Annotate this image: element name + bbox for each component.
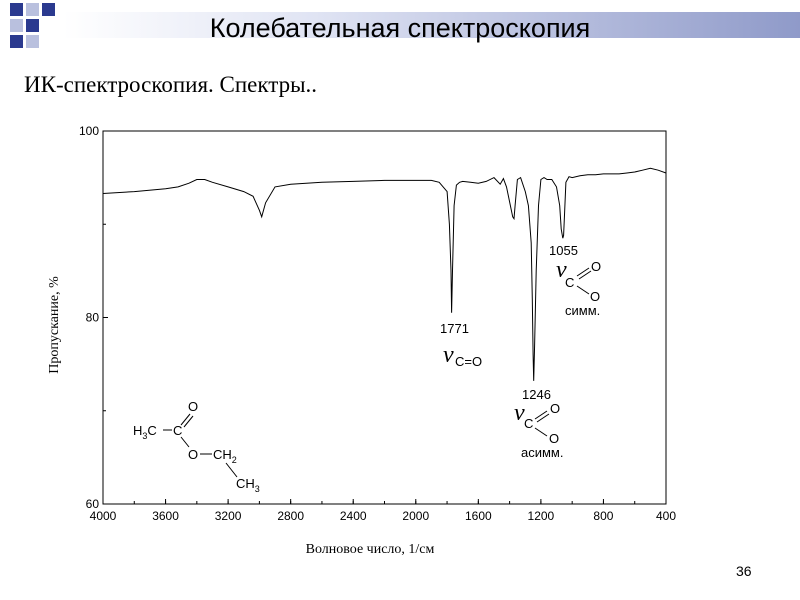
bond-line-asym-2 xyxy=(536,413,550,423)
spectrum-line xyxy=(102,167,667,381)
double-bond-1 xyxy=(180,413,191,426)
carbonyl-carbon: C xyxy=(173,423,182,438)
header-square-6 xyxy=(10,35,23,48)
nu-symbol-1246: ν xyxy=(514,400,525,426)
h3c-h: H xyxy=(133,423,142,438)
co-bond-label: C=O xyxy=(455,354,482,369)
h3c-c: C xyxy=(147,423,156,438)
y-tick-label: 60 xyxy=(86,497,100,511)
x-axis-label: Волновое число, 1/см xyxy=(306,542,435,557)
x-tick-label: 2400 xyxy=(340,509,367,523)
y-tick-label: 80 xyxy=(86,311,100,325)
c-label-sym: C xyxy=(565,275,574,290)
x-tick-label: 1600 xyxy=(465,509,492,523)
x-tick-label: 400 xyxy=(656,509,676,523)
ch2-text: CH xyxy=(213,447,232,462)
header-square-4 xyxy=(10,19,23,32)
x-tick-label: 2000 xyxy=(402,509,429,523)
molecule-structure: H3C C O O CH2 CH3 xyxy=(133,399,260,494)
peak-label-1771: 1771 xyxy=(440,321,469,336)
slide-title: Колебательная спектроскопия xyxy=(209,13,591,43)
h3c-group: H3C xyxy=(133,423,157,441)
peak-label-1055: 1055 xyxy=(549,243,578,258)
x-tick-label: 1200 xyxy=(528,509,555,523)
x-tick-label: 3600 xyxy=(152,509,179,523)
header-square-7 xyxy=(26,35,39,48)
header-square-2 xyxy=(26,3,39,16)
bond-line-sym-1 xyxy=(576,267,590,277)
bond-line-asym-3 xyxy=(534,427,548,437)
x-axis-ticks: 4000 3600 3200 2800 2400 2000 1600 1200 800 400 xyxy=(90,499,676,523)
o-label-sym-bottom: O xyxy=(590,289,600,304)
bond-ch2-ch3 xyxy=(225,462,238,478)
o-label-sym-top: O xyxy=(591,259,601,274)
y-tick-label: 100 xyxy=(79,124,99,138)
ch2-sub: 2 xyxy=(232,455,237,465)
bond-line-asym-1 xyxy=(534,410,548,420)
ch2-group: CH2 xyxy=(213,447,237,465)
o-label-asym-top: O xyxy=(550,401,560,416)
x-tick-label: 3200 xyxy=(215,509,242,523)
header-square-1 xyxy=(10,3,23,16)
nu-symbol-1771: ν xyxy=(443,342,454,368)
slide-subtitle: ИК-спектроскопия. Спектры.. xyxy=(24,72,318,97)
y-axis-ticks: 100 80 60 xyxy=(79,124,108,511)
ch3-group: CH3 xyxy=(236,476,260,494)
double-bond-2 xyxy=(183,415,194,428)
sym-label: симм. xyxy=(565,303,600,318)
asym-label: асимм. xyxy=(521,445,563,460)
header-gradient-band xyxy=(63,12,800,38)
page-number: 36 xyxy=(736,563,752,579)
o-label-asym-bottom: O xyxy=(549,431,559,446)
y-axis-label: Пропускание, % xyxy=(47,276,62,374)
nu-symbol-1055: ν xyxy=(556,257,567,283)
peak-label-1246: 1246 xyxy=(522,387,551,402)
x-tick-label: 2800 xyxy=(277,509,304,523)
ch3-sub: 3 xyxy=(255,484,260,494)
header-square-3 xyxy=(42,3,55,16)
bond-c-o xyxy=(180,436,190,448)
bond-line-sym-3 xyxy=(576,285,590,295)
ch3-text: CH xyxy=(236,476,255,491)
carbonyl-oxygen: O xyxy=(188,399,198,414)
header-square-5 xyxy=(26,19,39,32)
bond-line-sym-2 xyxy=(578,270,592,280)
h3c-sub: 3 xyxy=(142,431,147,441)
x-tick-label: 800 xyxy=(593,509,613,523)
ester-oxygen: O xyxy=(188,447,198,462)
c-label-asym: C xyxy=(524,416,533,431)
x-tick-label: 4000 xyxy=(90,509,117,523)
